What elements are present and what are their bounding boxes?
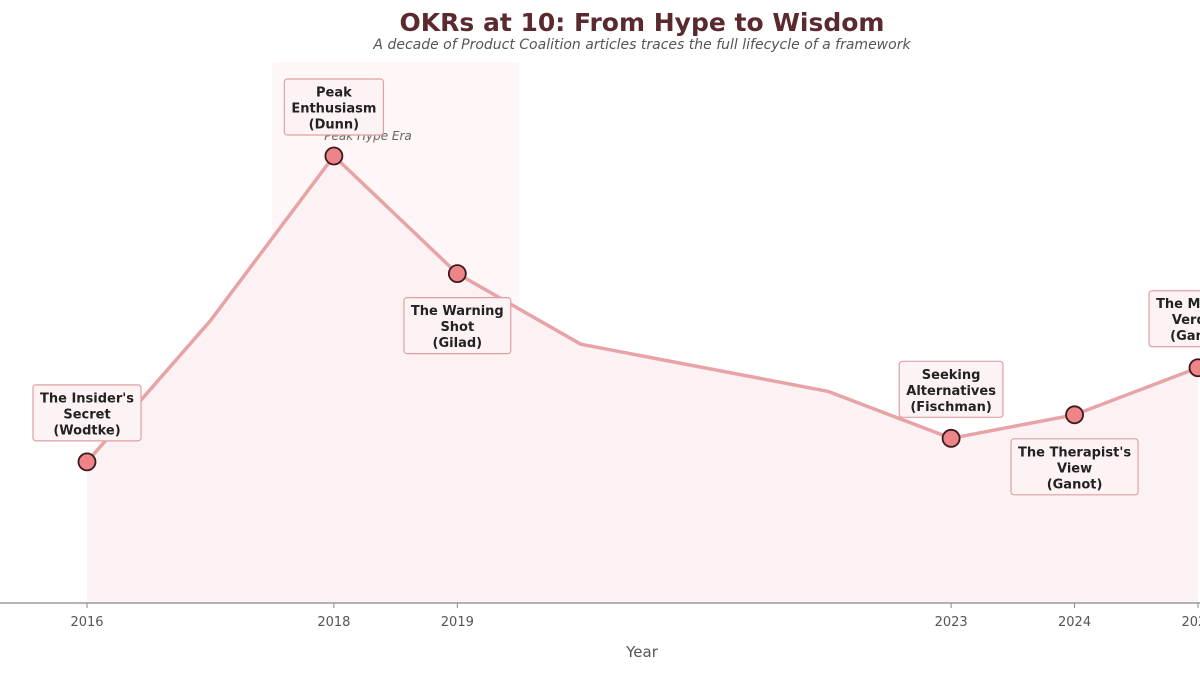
milestone-box-5 — [1148, 290, 1200, 348]
milestone-label-3-line-1: Alternatives — [906, 384, 996, 399]
milestone-box-3 — [898, 360, 1004, 418]
line-layer — [85, 154, 1200, 464]
series-area — [87, 156, 1198, 603]
milestone-label-3-line-0: Seeking — [922, 368, 981, 383]
x-tick-label-2024: 2024 — [1058, 615, 1091, 630]
milestone-label-2-line-0: The Warning — [411, 304, 504, 319]
milestone-label-0-line-2: (Wodtke) — [53, 423, 120, 438]
x-tick-label-2019: 2019 — [441, 615, 474, 630]
x-axis-label: Year — [625, 643, 659, 661]
milestone-marker-2 — [447, 264, 467, 284]
milestone-label-4-line-1: View — [1057, 461, 1092, 476]
milestone-box-2 — [403, 297, 512, 355]
x-axis: 2016 2018 2019 2023 2024 2025 — [0, 602, 1200, 630]
milestone-label-1-line-2: (Dunn) — [309, 118, 359, 133]
milestone-label-1-line-1: Enthusiasm — [291, 102, 376, 117]
milestone-label-1-line-0: Peak — [316, 86, 352, 101]
chart-title: OKRs at 10: From Hype to Wisdom — [400, 8, 885, 37]
milestone-label-5-line-2: (Ganot) — [1170, 329, 1200, 344]
milestone-marker-3 — [941, 428, 961, 448]
milestone-label-0-line-0: The Insider's — [40, 391, 134, 406]
milestone-label-3-line-2: (Fischman) — [910, 400, 992, 415]
milestone-box-4 — [1010, 438, 1139, 496]
milestone-box-1 — [283, 78, 385, 136]
milestone-label-5-line-1: Verdict — [1172, 313, 1200, 328]
x-tick-label-2023: 2023 — [935, 615, 968, 630]
milestone-marker-1 — [324, 146, 344, 166]
x-tick-label-2025: 2025 — [1181, 615, 1200, 630]
milestone-annotation-5: The MatureVerdict(Ganot) — [1148, 290, 1200, 348]
series-line — [85, 154, 1200, 464]
milestone-label-2-line-1: Shot — [440, 320, 474, 335]
milestone-marker-5 — [1188, 358, 1200, 378]
milestone-label-0-line-1: Secret — [63, 407, 110, 422]
x-tick-label-2018: 2018 — [317, 615, 350, 630]
milestone-marker-0 — [77, 452, 97, 472]
milestone-label-4-line-2: (Ganot) — [1047, 477, 1103, 492]
milestone-marker-4 — [1065, 405, 1084, 425]
marker-layer — [77, 146, 1200, 472]
milestone-box-0 — [32, 384, 142, 442]
milestone-label-5-line-0: The Mature — [1156, 297, 1200, 312]
x-tick-label-2016: 2016 — [70, 615, 103, 630]
chart-subtitle: A decade of Product Coalition articles t… — [372, 37, 911, 53]
milestone-label-4-line-0: The Therapist's — [1018, 445, 1131, 460]
milestone-label-2-line-2: (Gilad) — [433, 336, 483, 351]
area-layer — [87, 156, 1198, 603]
